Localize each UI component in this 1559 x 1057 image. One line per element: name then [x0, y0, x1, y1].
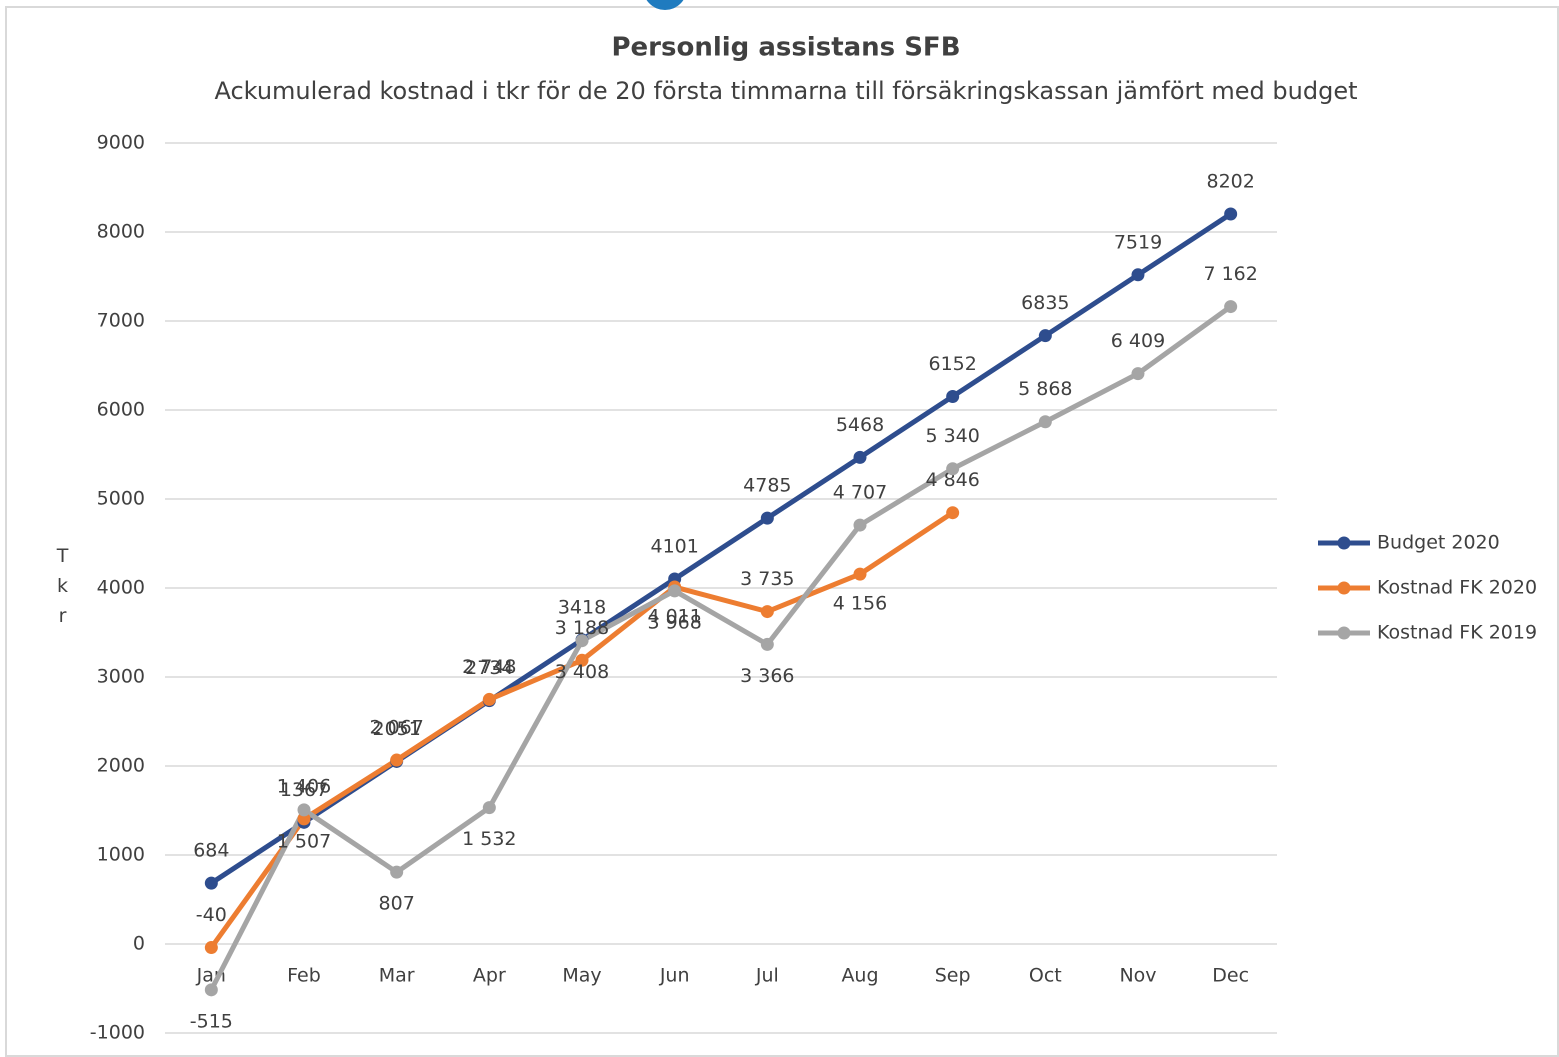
data-label: 4 156 — [833, 593, 887, 615]
data-point — [575, 634, 589, 648]
data-label: 807 — [379, 893, 415, 915]
data-label: 6835 — [1021, 292, 1069, 314]
y-tick-label: 0 — [133, 933, 145, 955]
decoration — [646, 0, 684, 10]
data-label: 2 067 — [369, 717, 423, 739]
x-tick-label: Sep — [935, 965, 971, 987]
data-point — [204, 876, 218, 890]
y-tick-label: 6000 — [97, 399, 145, 421]
y-tick-label: 3000 — [97, 666, 145, 688]
chart-title: Personlig assistans SFB — [611, 33, 960, 63]
data-point — [668, 584, 682, 598]
legend-label: Budget 2020 — [1377, 532, 1500, 554]
data-point — [1131, 367, 1145, 381]
x-tick-label: Feb — [287, 965, 321, 987]
x-tick-label: Dec — [1212, 965, 1249, 987]
y-tick-label: -1000 — [90, 1022, 145, 1044]
data-point — [390, 865, 404, 879]
data-label: 7 162 — [1203, 263, 1257, 285]
data-label: 3 408 — [555, 661, 609, 683]
data-point — [760, 605, 774, 619]
data-label: 4 846 — [925, 469, 979, 491]
data-point — [1224, 207, 1238, 221]
x-tick-label: May — [562, 965, 601, 987]
data-label: 6152 — [928, 353, 976, 375]
chart-subtitle: Ackumulerad kostnad i tkr för de 20 förs… — [214, 77, 1357, 105]
x-tick-label: Apr — [473, 965, 506, 987]
data-label: 5 868 — [1018, 378, 1072, 400]
data-point — [853, 518, 867, 532]
legend-label: Kostnad FK 2019 — [1377, 622, 1537, 644]
data-label: 3 735 — [740, 568, 794, 590]
y-tick-label: 4000 — [97, 577, 145, 599]
data-label: 3418 — [558, 596, 606, 618]
data-point — [946, 462, 960, 476]
data-point — [1131, 268, 1145, 282]
data-label: 684 — [193, 840, 229, 862]
data-label: 1 507 — [277, 830, 331, 852]
data-point — [1224, 300, 1238, 314]
y-tick-label: 9000 — [97, 132, 145, 154]
data-point — [1038, 415, 1052, 429]
data-label: 3 188 — [555, 617, 609, 639]
y-tick-label: 5000 — [97, 488, 145, 510]
x-tick-label: Nov — [1119, 965, 1156, 987]
data-label: 4101 — [650, 536, 698, 558]
y-tick-label: 8000 — [97, 221, 145, 243]
chart-frame — [5, 6, 1559, 1057]
legend-marker — [1337, 626, 1351, 640]
y-tick-label: 1000 — [97, 844, 145, 866]
data-point — [204, 983, 218, 997]
data-label: 3 968 — [647, 611, 701, 633]
data-point — [297, 812, 311, 826]
data-label: 4 011 — [647, 606, 701, 628]
data-point — [760, 511, 774, 525]
legend-label: Kostnad FK 2020 — [1377, 577, 1537, 599]
data-point — [946, 506, 960, 520]
legend-marker — [1337, 581, 1351, 595]
legend-marker — [1337, 536, 1351, 550]
data-point — [575, 653, 589, 667]
data-label: 2734 — [465, 657, 513, 679]
data-point — [482, 692, 496, 706]
data-label: 6 409 — [1111, 330, 1165, 352]
series-line — [209, 304, 1233, 991]
y-tick-label: 7000 — [97, 310, 145, 332]
data-label: 5 340 — [925, 425, 979, 447]
data-label: 1 406 — [277, 775, 331, 797]
x-tick-label: Mar — [379, 965, 415, 987]
data-point — [482, 801, 496, 815]
x-tick-label: Aug — [841, 965, 878, 987]
data-label: 7519 — [1114, 231, 1162, 253]
data-label: 5468 — [836, 414, 884, 436]
data-label: 1367 — [280, 779, 328, 801]
data-point — [204, 941, 218, 955]
data-label: 2 748 — [462, 656, 516, 678]
data-label: 4785 — [743, 475, 791, 497]
data-label: 3 366 — [740, 665, 794, 687]
data-label: -515 — [190, 1010, 233, 1032]
y-tick-label: 2000 — [97, 755, 145, 777]
data-label: 2051 — [372, 718, 420, 740]
data-point — [946, 389, 960, 403]
y-axis-label: Tkr — [52, 545, 74, 635]
data-point — [760, 637, 774, 651]
x-tick-label: Jun — [659, 965, 690, 987]
data-point — [1038, 329, 1052, 343]
series-line — [209, 510, 955, 950]
data-label: 8202 — [1206, 171, 1254, 193]
data-point — [297, 803, 311, 817]
data-point — [390, 753, 404, 767]
data-label: 4 707 — [833, 482, 887, 504]
data-label: 1 532 — [462, 828, 516, 850]
data-point — [853, 450, 867, 464]
data-point — [853, 567, 867, 581]
data-label: -40 — [196, 904, 227, 926]
x-tick-label: Jul — [755, 965, 779, 987]
x-tick-label: Oct — [1029, 965, 1062, 987]
